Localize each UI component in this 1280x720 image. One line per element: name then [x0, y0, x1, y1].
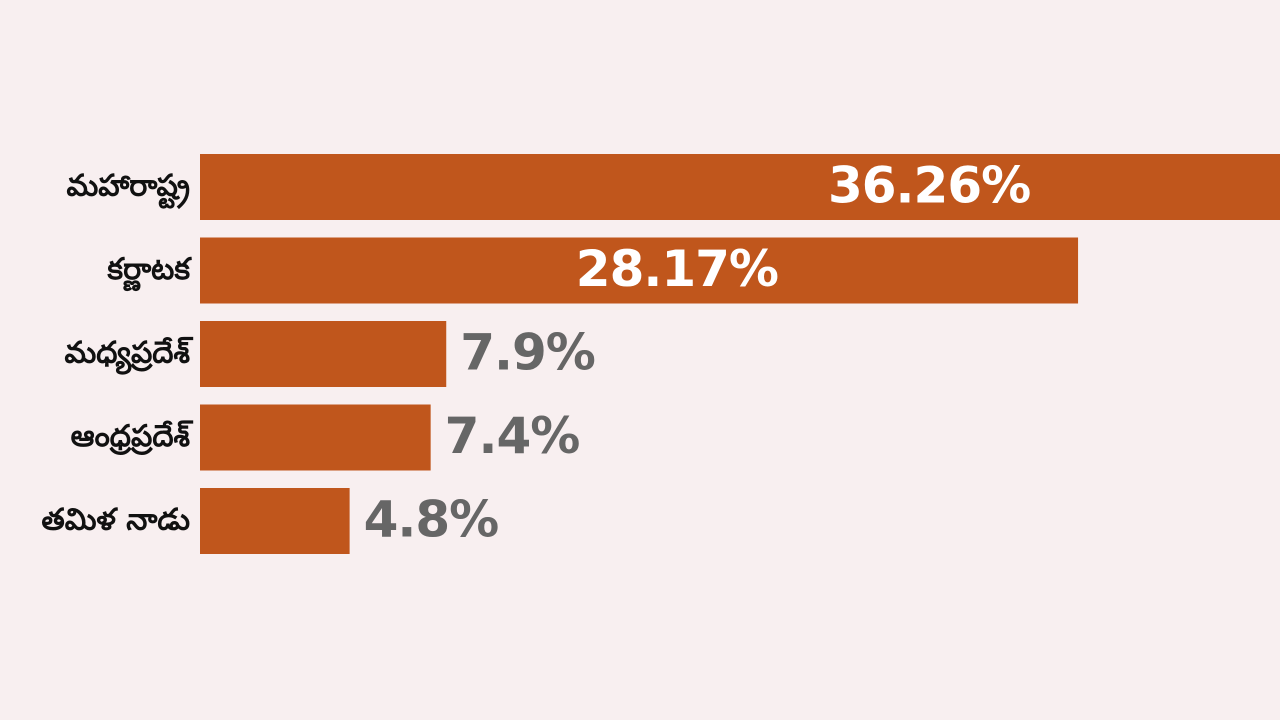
value-label: 7.4%: [445, 407, 580, 465]
bar: [200, 237, 1079, 304]
value-label: 7.9%: [460, 324, 595, 382]
category-label: కర్ణాటక: [106, 252, 192, 292]
value-label: 36.26%: [828, 157, 1030, 215]
bar: [200, 154, 1280, 220]
category-label: ఆంధ్రప్రదేశ్: [71, 419, 194, 455]
bar: [200, 404, 431, 471]
category-label: మధ్యప్రదేశ్: [65, 336, 194, 376]
category-label: మహారాష్ట్ర: [67, 169, 190, 210]
category-label: తమిళ నాడు: [41, 503, 190, 538]
bar: [200, 488, 350, 554]
value-label: 28.17%: [576, 240, 778, 298]
value-label: 4.8%: [364, 491, 499, 549]
bar: [200, 321, 447, 387]
